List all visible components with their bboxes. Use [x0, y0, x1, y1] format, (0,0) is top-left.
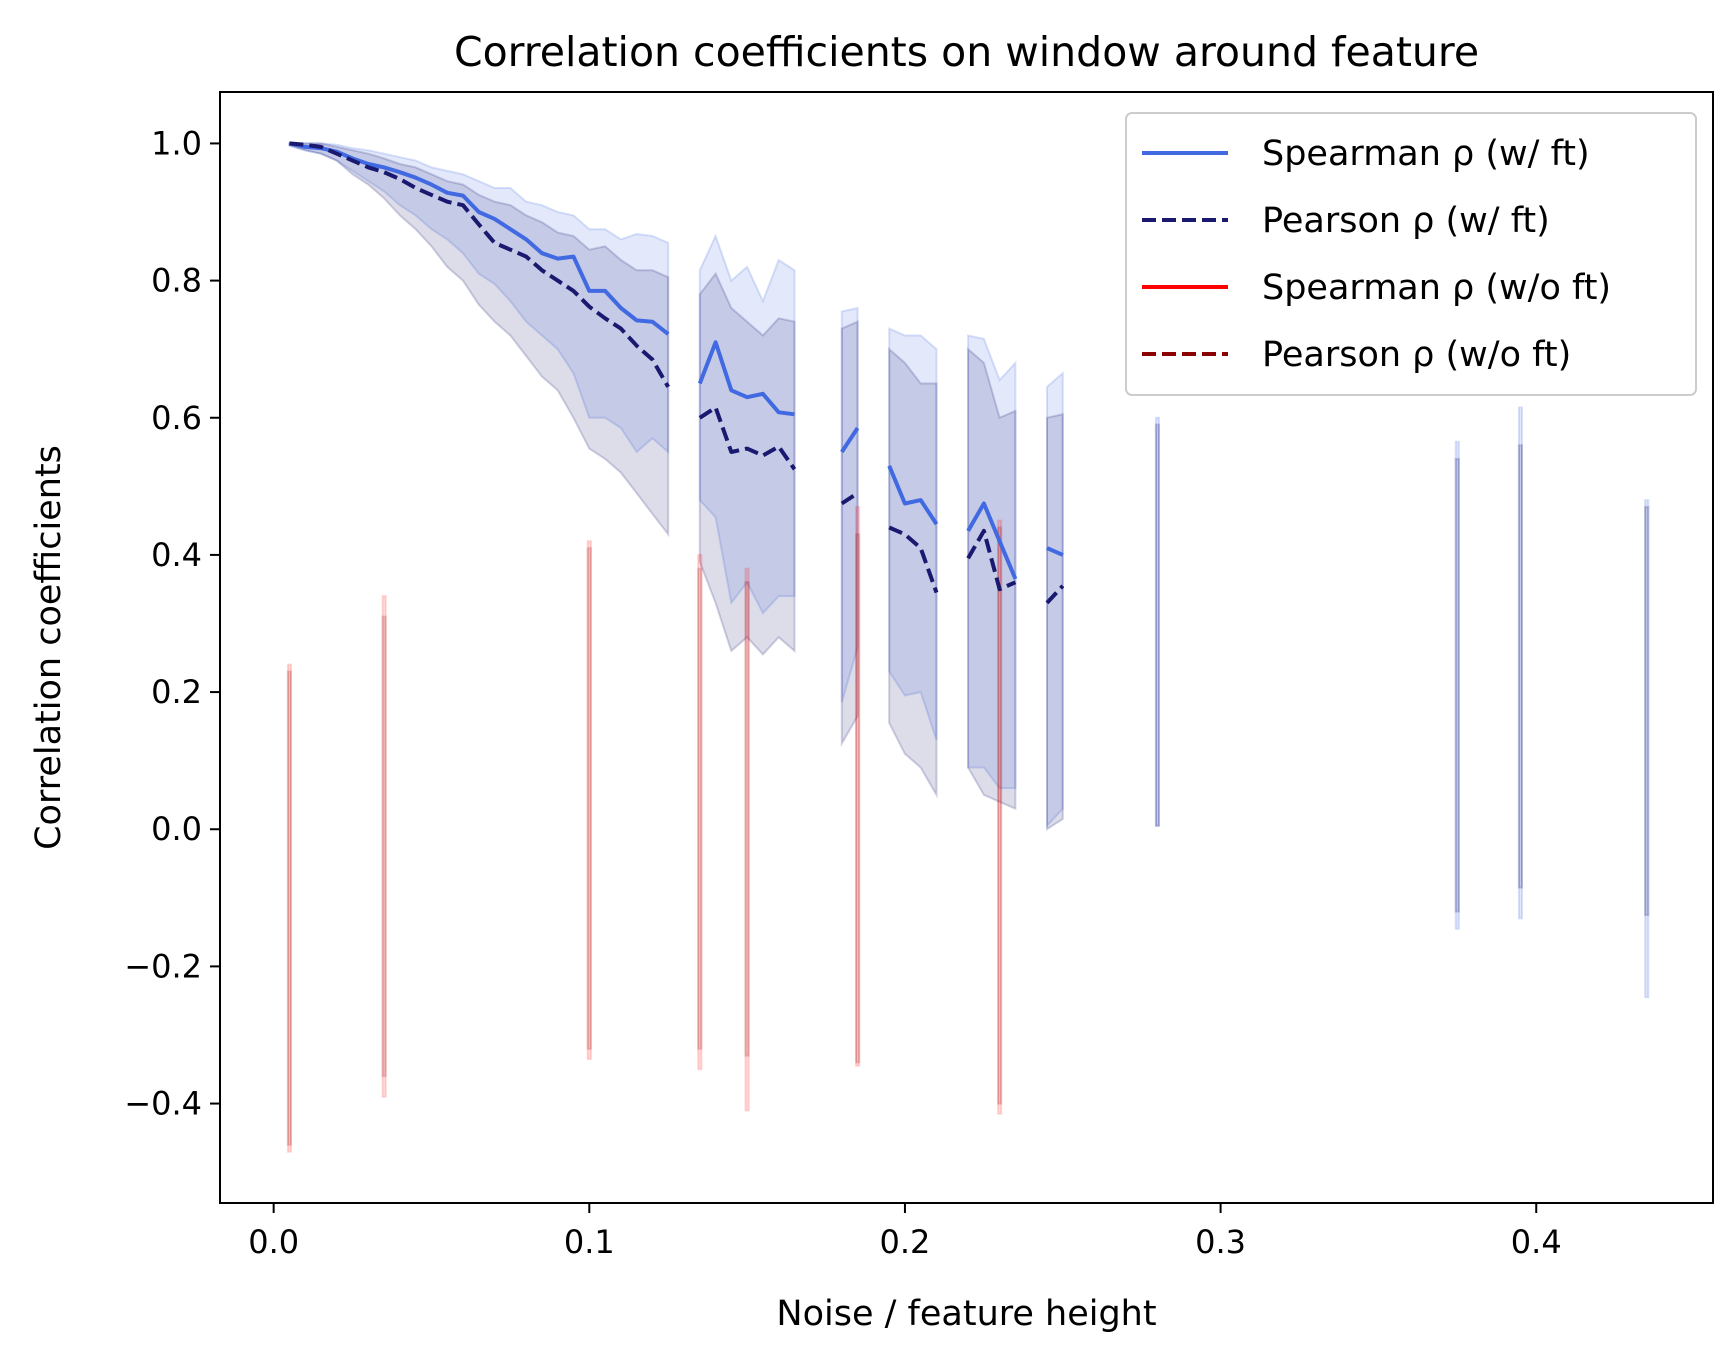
- y-tick-label: −0.2: [124, 947, 202, 985]
- series-line-1-segment-3: [888, 525, 939, 594]
- series-line-0-segment-5: [1046, 546, 1064, 557]
- legend-label: Spearman ρ (w/o ft): [1262, 268, 1611, 308]
- band-2-segment-4: [744, 567, 750, 1112]
- band-2-segment-1: [381, 595, 387, 1098]
- band-1-segment-7: [1454, 457, 1460, 913]
- x-tick-label: 0.3: [1195, 1223, 1246, 1261]
- y-tick-label: 0.4: [151, 536, 202, 574]
- x-axis-label: Noise / feature height: [776, 1294, 1156, 1334]
- legend-label: Spearman ρ (w/ ft): [1262, 134, 1590, 174]
- series-line-1-segment-5: [1045, 584, 1065, 605]
- x-axis-ticks: 0.0 0.1 0.2 0.3 0.4: [248, 1203, 1562, 1261]
- y-tick-label: −0.4: [124, 1085, 202, 1123]
- band-3-segment-2: [586, 547, 592, 1050]
- band-2-segment-0: [286, 663, 292, 1153]
- band-0-segment-7: [1454, 440, 1460, 930]
- series-line-1-segment-0: [289, 141, 670, 388]
- band-0-segment-3: [888, 327, 938, 741]
- y-tick-label: 0.6: [151, 399, 202, 437]
- band-1-segment-4: [967, 347, 1017, 811]
- series-line-1-segment-2: [840, 491, 859, 506]
- y-tick-label: 1.0: [151, 124, 202, 162]
- legend: Spearman ρ (w/ ft) Pearson ρ (w/ ft) Spear…: [1125, 112, 1697, 396]
- band-0-segment-0: [288, 142, 670, 455]
- legend-box: [1125, 112, 1697, 396]
- x-tick-label: 0.1: [564, 1223, 615, 1261]
- series-line-1-segment-1: [698, 405, 797, 471]
- band-2-segment-5: [855, 505, 861, 1067]
- x-tick-label: 0.0: [248, 1223, 299, 1261]
- band-1-segment-5: [1046, 413, 1064, 832]
- y-axis-label: Correlation coefficients: [29, 445, 69, 850]
- series-line-0-segment-3: [887, 465, 939, 526]
- band-1-segment-2: [840, 320, 859, 748]
- band-1-segment-6: [1154, 423, 1160, 827]
- series-line-0-segment-2: [840, 426, 860, 454]
- series-line-1-segment-4: [966, 528, 1017, 592]
- x-tick-label: 0.4: [1511, 1223, 1562, 1261]
- band-0-segment-5: [1046, 371, 1064, 829]
- chart-title: Correlation coefficients on window aroun…: [454, 28, 1479, 76]
- band-3-segment-3: [697, 567, 703, 1050]
- band-0-segment-6: [1154, 416, 1160, 827]
- legend-label: Pearson ρ (w/ ft): [1262, 201, 1550, 241]
- y-axis-ticks: −0.4 −0.2 0.0 0.2 0.4 0.6 0.8 1.0: [124, 124, 220, 1123]
- band-2-segment-3: [697, 553, 703, 1071]
- band-3-segment-5: [855, 533, 861, 1064]
- series-line-0-segment-1: [697, 340, 795, 417]
- band-0-segment-8: [1517, 406, 1523, 920]
- series-lines: [288, 141, 1065, 605]
- x-tick-label: 0.2: [880, 1223, 931, 1261]
- y-tick-label: 0.8: [151, 262, 202, 300]
- y-tick-label: 0.2: [151, 673, 202, 711]
- band-3-segment-4: [744, 581, 750, 1057]
- y-tick-label: 0.0: [151, 810, 202, 848]
- band-0-segment-9: [1644, 499, 1650, 999]
- band-3-segment-6: [997, 526, 1003, 1105]
- band-1-segment-3: [888, 347, 938, 799]
- band-3-segment-0: [286, 670, 292, 1146]
- legend-label: Pearson ρ (w/o ft): [1262, 335, 1571, 375]
- band-2-segment-6: [997, 519, 1003, 1115]
- band-3-segment-1: [381, 615, 387, 1078]
- band-2-segment-2: [586, 540, 592, 1060]
- band-0-segment-2: [840, 306, 859, 703]
- plot-frame: [219, 91, 1714, 1204]
- series-line-0-segment-4: [966, 501, 1018, 580]
- band-0-segment-1: [698, 233, 796, 615]
- band-1-segment-8: [1517, 444, 1523, 889]
- band-1-segment-9: [1644, 505, 1650, 916]
- band-1-segment-0: [288, 142, 670, 538]
